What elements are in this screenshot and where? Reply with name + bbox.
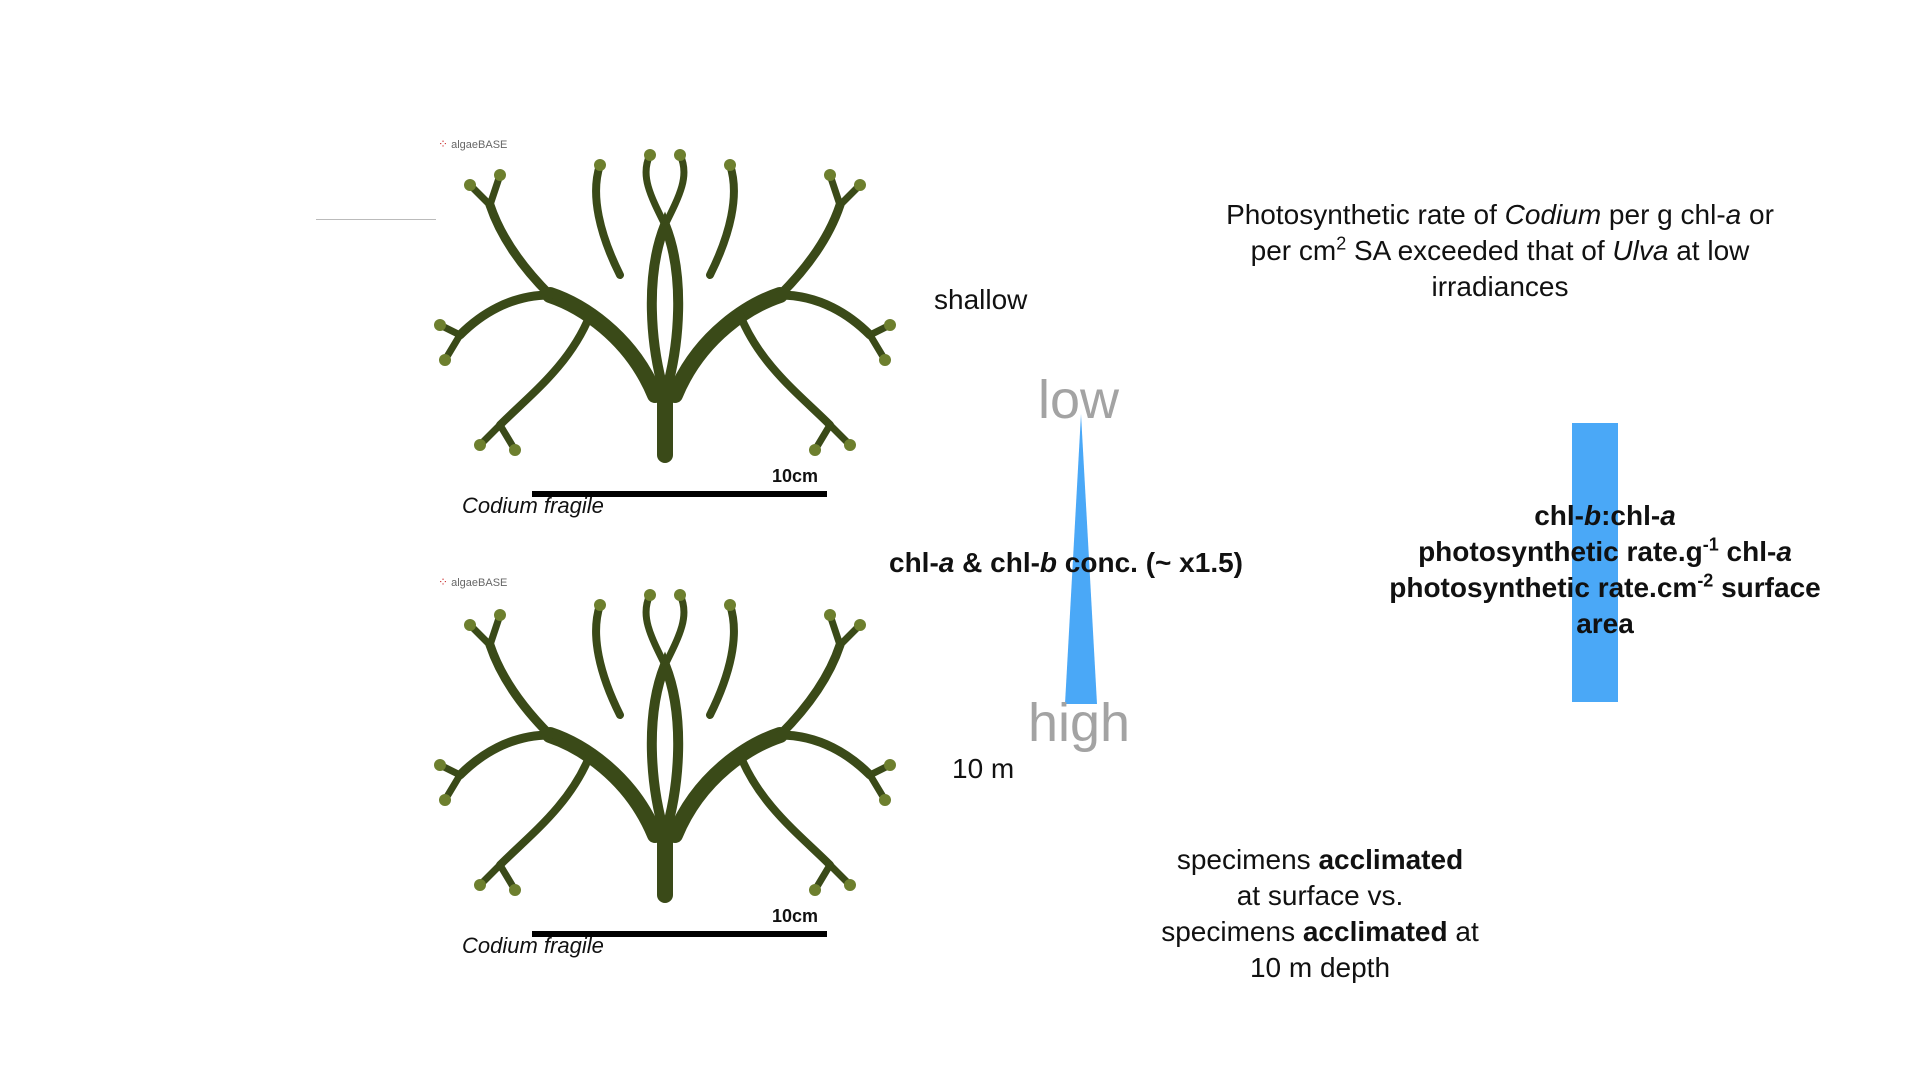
scale-label: 10cm — [772, 466, 819, 486]
depth-label-shallow: shallow — [934, 284, 1028, 315]
logo-mark-icon: ⁘ — [438, 137, 449, 151]
comparison-line-1: specimens acclimated — [1176, 844, 1464, 875]
algaebase-logo: ⁘ algaeBASE — [438, 137, 508, 151]
gradient-high-label: high — [1028, 693, 1131, 753]
depth-label-10m: 10 m — [952, 753, 1015, 784]
ratio-line-4: area — [1576, 608, 1634, 639]
specimen-photo-bottom: ⁘ algaeBASE 10cm Codium fragile — [430, 565, 900, 965]
ratio-line-3: photosynthetic rate.cm-2 surface — [1389, 570, 1821, 603]
scale-bar — [532, 931, 827, 937]
comparison-line-4: 10 m depth — [1249, 952, 1391, 983]
comparison-statement: specimens acclimated at surface vs. spec… — [1120, 842, 1520, 986]
chlorophyll-concentration-label: chl-a & chl-b conc. (~ x1.5) — [889, 547, 1243, 578]
concentration-wedge — [1065, 414, 1097, 704]
species-caption: Codium fragile — [462, 933, 604, 958]
algaebase-logo: ⁘ algaeBASE — [438, 575, 508, 589]
scale-label: 10cm — [772, 906, 819, 926]
species-caption: Codium fragile — [462, 493, 604, 518]
comparison-line-3: specimens acclimated at — [1161, 916, 1479, 947]
finding-line-2: per cm2 SA exceeded that of Ulva at low — [1250, 233, 1750, 266]
ratio-labels: chl-b:chl-a photosynthetic rate.g-1 chl-… — [1350, 498, 1860, 642]
logo-mark-icon: ⁘ — [438, 575, 449, 589]
gradient-low-label: low — [1038, 370, 1120, 430]
ratio-line-2: photosynthetic rate.g-1 chl-a — [1418, 534, 1792, 567]
specimen-photo-top: ⁘ algaeBASE 10cm Codium fragile — [430, 125, 900, 525]
finding-line-3: irradiances — [1431, 271, 1569, 302]
divider-line — [316, 219, 436, 220]
codium-fragile-alga-image — [434, 149, 896, 463]
codium-fragile-alga-image — [434, 589, 896, 903]
ratio-line-1: chl-b:chl-a — [1534, 500, 1676, 531]
comparison-line-2: at surface vs. — [1236, 880, 1404, 911]
ratio-bar — [1572, 423, 1618, 702]
finding-statement: Photosynthetic rate of Codium per g chl-… — [1160, 197, 1840, 305]
finding-line-1: Photosynthetic rate of Codium per g chl-… — [1226, 199, 1774, 230]
scale-bar — [532, 491, 827, 497]
